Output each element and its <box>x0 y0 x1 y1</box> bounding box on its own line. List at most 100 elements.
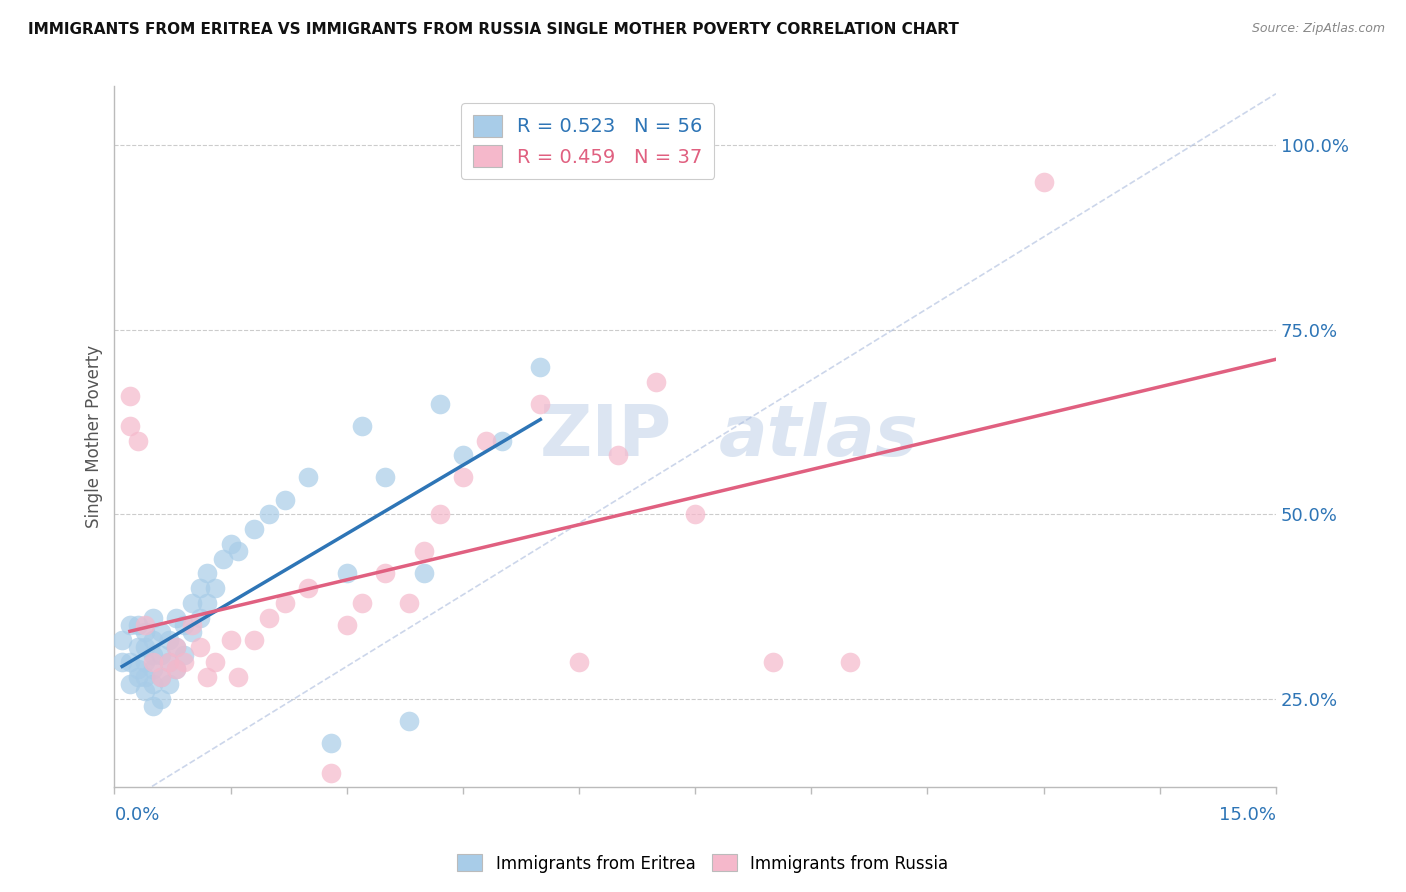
Text: Source: ZipAtlas.com: Source: ZipAtlas.com <box>1251 22 1385 36</box>
Point <box>142 632 165 647</box>
Point <box>259 508 281 522</box>
Text: IMMIGRANTS FROM ERITREA VS IMMIGRANTS FROM RUSSIA SINGLE MOTHER POVERTY CORRELAT: IMMIGRANTS FROM ERITREA VS IMMIGRANTS FR… <box>28 22 959 37</box>
Point <box>297 581 319 595</box>
Point <box>211 551 233 566</box>
Point <box>127 662 149 676</box>
Point <box>336 618 359 632</box>
Point <box>204 581 226 595</box>
Point <box>219 537 242 551</box>
Point <box>173 655 195 669</box>
Text: ZIP: ZIP <box>540 402 672 471</box>
Point <box>568 655 591 669</box>
Point <box>606 448 628 462</box>
Point <box>165 640 187 655</box>
Point <box>243 632 266 647</box>
Point <box>645 375 668 389</box>
Point <box>157 655 180 669</box>
Point <box>149 691 172 706</box>
Point <box>118 618 141 632</box>
Point <box>529 397 551 411</box>
Point <box>352 596 374 610</box>
Point <box>374 470 396 484</box>
Text: 15.0%: 15.0% <box>1219 805 1277 824</box>
Point <box>475 434 498 448</box>
Point <box>188 581 211 595</box>
Point <box>219 632 242 647</box>
Point <box>451 448 474 462</box>
Point <box>195 596 218 610</box>
Point <box>491 434 513 448</box>
Point <box>1032 175 1054 189</box>
Point <box>529 359 551 374</box>
Point <box>149 648 172 662</box>
Point <box>204 655 226 669</box>
Point <box>142 699 165 714</box>
Point <box>134 640 156 655</box>
Point <box>142 648 165 662</box>
Point <box>165 662 187 676</box>
Point <box>274 492 297 507</box>
Y-axis label: Single Mother Poverty: Single Mother Poverty <box>86 345 103 528</box>
Point <box>352 418 374 433</box>
Point <box>134 618 156 632</box>
Point <box>195 670 218 684</box>
Point <box>157 632 180 647</box>
Point <box>142 677 165 691</box>
Text: atlas: atlas <box>718 402 918 471</box>
Point <box>243 522 266 536</box>
Point <box>165 640 187 655</box>
Point <box>226 670 249 684</box>
Point <box>429 508 451 522</box>
Point <box>134 684 156 698</box>
Point <box>413 544 436 558</box>
Point <box>165 662 187 676</box>
Point <box>762 655 785 669</box>
Point <box>336 566 359 581</box>
Point <box>142 610 165 624</box>
Point <box>142 662 165 676</box>
Point <box>413 566 436 581</box>
Point <box>173 618 195 632</box>
Point <box>157 655 180 669</box>
Point <box>398 714 420 728</box>
Point <box>683 508 706 522</box>
Point <box>149 625 172 640</box>
Point <box>118 418 141 433</box>
Point <box>127 434 149 448</box>
Point <box>321 736 343 750</box>
Point <box>127 670 149 684</box>
Point <box>111 655 134 669</box>
Legend: R = 0.523   N = 56, R = 0.459   N = 37: R = 0.523 N = 56, R = 0.459 N = 37 <box>461 103 714 179</box>
Point <box>157 677 180 691</box>
Point <box>180 625 202 640</box>
Point <box>297 470 319 484</box>
Point <box>142 655 165 669</box>
Point <box>173 648 195 662</box>
Point <box>180 618 202 632</box>
Point <box>321 765 343 780</box>
Point <box>429 397 451 411</box>
Point <box>188 640 211 655</box>
Point <box>451 470 474 484</box>
Point <box>111 632 134 647</box>
Point <box>118 677 141 691</box>
Point <box>398 596 420 610</box>
Point <box>134 625 156 640</box>
Point <box>165 610 187 624</box>
Point <box>180 596 202 610</box>
Point <box>134 655 156 669</box>
Point <box>118 389 141 403</box>
Point <box>149 670 172 684</box>
Point <box>134 670 156 684</box>
Point <box>374 566 396 581</box>
Point <box>259 610 281 624</box>
Point <box>127 618 149 632</box>
Point <box>839 655 862 669</box>
Point <box>149 670 172 684</box>
Point <box>118 655 141 669</box>
Point <box>274 596 297 610</box>
Legend: Immigrants from Eritrea, Immigrants from Russia: Immigrants from Eritrea, Immigrants from… <box>451 847 955 880</box>
Text: 0.0%: 0.0% <box>114 805 160 824</box>
Point <box>195 566 218 581</box>
Point <box>188 610 211 624</box>
